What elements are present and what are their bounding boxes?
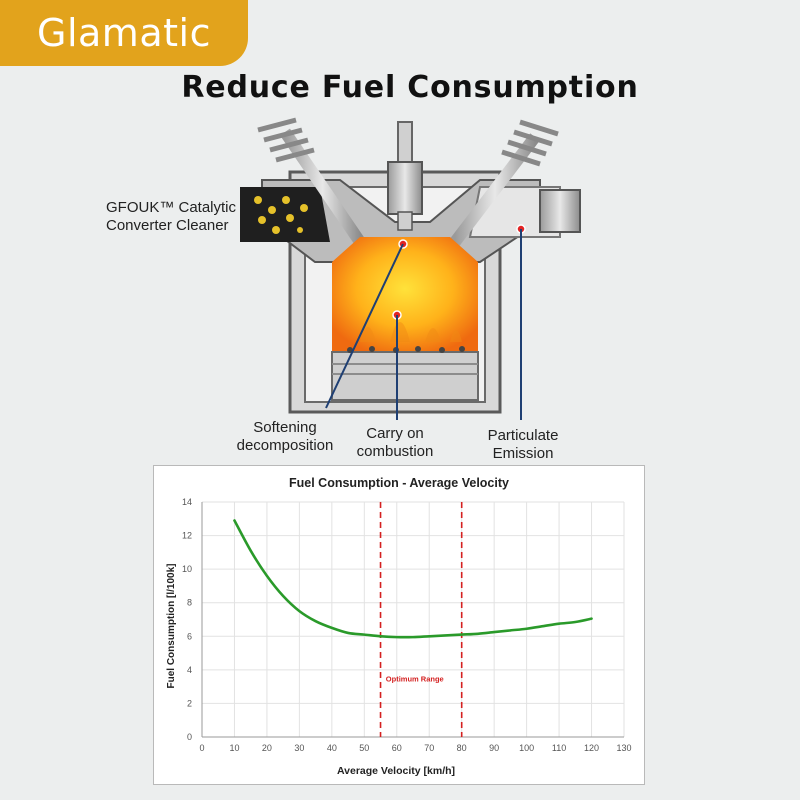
combustion-label-line-1: Carry on bbox=[366, 425, 424, 442]
y-tick-label: 12 bbox=[182, 531, 192, 541]
x-tick-label: 50 bbox=[359, 743, 369, 753]
x-tick-label: 80 bbox=[457, 743, 467, 753]
x-tick-label: 10 bbox=[229, 743, 239, 753]
chart-title: Fuel Consumption - Average Velocity bbox=[289, 476, 509, 490]
particulate-label-line-1: Particulate bbox=[487, 427, 559, 444]
particulate-label: Particulate Emission bbox=[468, 427, 578, 463]
x-tick-label: 20 bbox=[262, 743, 272, 753]
x-tick-label: 110 bbox=[552, 743, 566, 753]
x-tick-label: 30 bbox=[294, 743, 304, 753]
intake-particles bbox=[254, 196, 308, 234]
chart-y-label: Fuel Consumption [l/100k] bbox=[166, 563, 177, 688]
optimum-range-label: Optimum Range bbox=[386, 675, 444, 684]
x-tick-label: 90 bbox=[489, 743, 499, 753]
y-tick-label: 0 bbox=[187, 732, 192, 742]
fuel-consumption-chart: Fuel Consumption - Average Velocity Aver… bbox=[153, 465, 645, 785]
y-tick-label: 8 bbox=[187, 598, 192, 608]
x-tick-label: 0 bbox=[199, 743, 204, 753]
x-tick-label: 120 bbox=[584, 743, 599, 753]
y-tick-label: 14 bbox=[182, 497, 192, 507]
y-tick-label: 2 bbox=[187, 698, 192, 708]
x-tick-label: 70 bbox=[424, 743, 434, 753]
cleaner-label: GFOUK™ Catalytic Converter Cleaner bbox=[106, 199, 236, 235]
combustion-label-line-2: combustion bbox=[356, 443, 434, 460]
x-tick-label: 130 bbox=[616, 743, 631, 753]
y-tick-label: 10 bbox=[182, 564, 192, 574]
x-tick-label: 60 bbox=[392, 743, 402, 753]
combustion-label: Carry on combustion bbox=[340, 425, 450, 461]
engine-cylinder-illustration bbox=[240, 117, 581, 420]
softening-label-line-2: decomposition bbox=[236, 437, 334, 454]
brand-name: Glamatic bbox=[37, 11, 211, 55]
cleaner-label-line-2: Converter Cleaner bbox=[106, 217, 229, 234]
chart-plot: Fuel Consumption - Average Velocity Aver… bbox=[166, 476, 632, 777]
y-tick-label: 4 bbox=[187, 665, 192, 675]
cleaner-label-line-1: GFOUK™ Catalytic bbox=[106, 199, 237, 216]
fuel-consumption-curve bbox=[233, 519, 593, 639]
brand-badge: Glamatic bbox=[0, 0, 248, 66]
softening-label-line-1: Softening bbox=[253, 419, 317, 436]
chart-x-label: Average Velocity [km/h] bbox=[337, 765, 455, 777]
softening-label: Softening decomposition bbox=[220, 419, 350, 455]
page-title: Reduce Fuel Consumption bbox=[181, 70, 639, 105]
x-tick-label: 40 bbox=[327, 743, 337, 753]
x-tick-label: 100 bbox=[519, 743, 534, 753]
particulate-label-line-2: Emission bbox=[492, 445, 554, 462]
y-tick-label: 6 bbox=[187, 631, 192, 641]
